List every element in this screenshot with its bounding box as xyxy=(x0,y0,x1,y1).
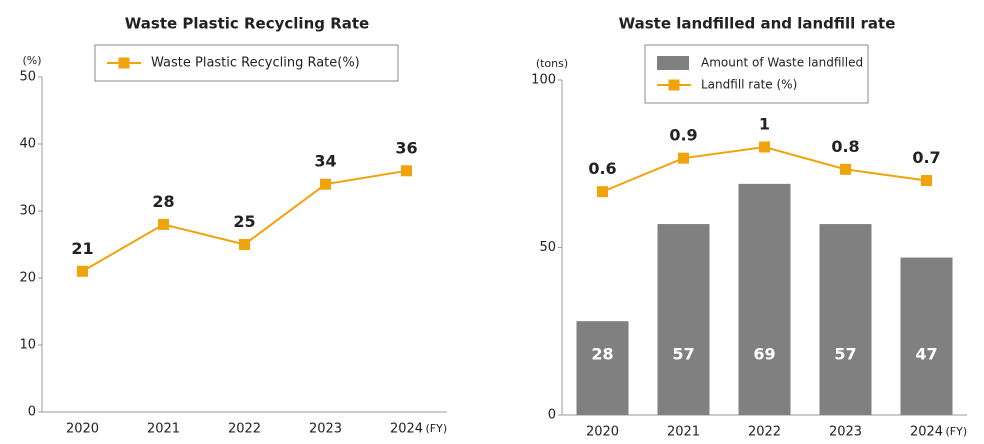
data-label: 47 xyxy=(915,345,937,364)
x-tick-label: 2022 xyxy=(228,422,261,437)
bar xyxy=(657,224,710,415)
y-tick-label: 30 xyxy=(19,204,36,219)
bar xyxy=(738,183,791,415)
data-label: 0.8 xyxy=(831,137,859,156)
marker xyxy=(840,163,851,175)
marker xyxy=(759,141,770,153)
legend-label: Waste Plastic Recycling Rate(%) xyxy=(151,56,360,71)
legend-label: Landfill rate (%) xyxy=(701,78,797,92)
y-tick-label: 20 xyxy=(19,271,36,286)
x-tick-label: 2020 xyxy=(586,425,619,440)
legend-marker xyxy=(668,79,680,91)
bar xyxy=(576,321,629,415)
x-tick-label: 2024 xyxy=(910,425,943,440)
data-label: 34 xyxy=(314,152,336,171)
data-label: 0.7 xyxy=(912,148,940,167)
data-label: 0.9 xyxy=(669,126,697,145)
data-label: 57 xyxy=(834,345,856,364)
marker xyxy=(158,218,169,230)
legend-box xyxy=(644,44,869,104)
y-tick-label: 0 xyxy=(28,405,36,420)
data-label: 25 xyxy=(233,212,255,231)
data-label: 1 xyxy=(759,115,770,134)
y-tick-label: 100 xyxy=(531,73,556,88)
bar xyxy=(900,257,953,415)
marker xyxy=(239,239,250,250)
marker xyxy=(921,175,932,186)
y-tick-label: 10 xyxy=(19,338,36,353)
y-tick-label: 40 xyxy=(19,137,36,152)
x-tick-label: 2023 xyxy=(829,425,862,440)
data-label: 21 xyxy=(71,239,93,258)
data-label: 57 xyxy=(672,345,694,364)
data-label: 0.6 xyxy=(588,159,616,178)
x-tick-label: 2024 xyxy=(390,422,423,437)
y-tick-label: 0 xyxy=(548,408,556,423)
y-tick-label: 50 xyxy=(19,70,36,85)
data-label: 28 xyxy=(591,345,613,364)
legend-box xyxy=(94,44,399,82)
marker xyxy=(597,186,608,198)
data-label: 36 xyxy=(395,138,417,157)
marker xyxy=(401,165,412,177)
x-tick-label: 2021 xyxy=(667,425,700,440)
legend-marker xyxy=(118,57,130,69)
y-axis-label: (%) xyxy=(22,54,41,67)
x-tick-label: 2022 xyxy=(748,425,781,440)
marker xyxy=(678,152,689,164)
legend-swatch xyxy=(657,56,689,70)
x-tick-label: 2023 xyxy=(309,422,342,437)
x-tick-label: 2020 xyxy=(66,422,99,437)
y-tick-label: 50 xyxy=(539,240,556,255)
marker xyxy=(320,178,331,190)
x-axis-unit: (FY) xyxy=(946,425,968,438)
x-tick-label: 2021 xyxy=(147,422,180,437)
legend-label: Amount of Waste landfilled xyxy=(701,56,863,70)
chart-title: Waste landfilled and landfill rate xyxy=(619,15,896,33)
data-label: 28 xyxy=(152,192,174,211)
bar xyxy=(819,224,872,415)
chart-title: Waste Plastic Recycling Rate xyxy=(125,15,369,33)
data-label: 69 xyxy=(753,345,775,364)
x-axis-unit: (FY) xyxy=(426,422,448,435)
y-axis-label: (tons) xyxy=(536,57,568,70)
marker xyxy=(77,265,88,277)
